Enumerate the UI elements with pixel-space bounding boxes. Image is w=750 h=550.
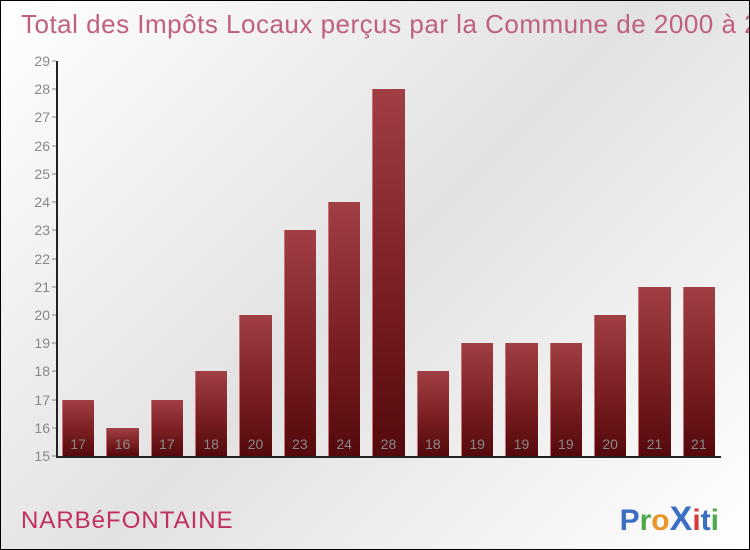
y-axis-tick-label: 25 — [24, 166, 50, 182]
x-axis-line — [56, 456, 721, 458]
commune-label: NARBéFONTAINE — [21, 507, 234, 535]
logo-letter-i-4: i — [692, 504, 700, 537]
bar-2004[interactable] — [239, 315, 271, 456]
logo-letter-t-5: t — [701, 504, 711, 537]
y-axis-tick-label: 26 — [24, 138, 50, 154]
y-axis-tick-label: 24 — [24, 194, 50, 210]
y-axis-tick-label: 16 — [24, 420, 50, 436]
bar-2014[interactable] — [683, 287, 715, 456]
proxiti-logo: ProXiti — [620, 500, 719, 539]
y-axis-tick-label: 27 — [24, 109, 50, 125]
logo-letter-P-0: P — [620, 504, 640, 537]
bar-2005[interactable] — [284, 230, 316, 456]
y-axis-tick-label: 17 — [24, 392, 50, 408]
y-axis-tick-label: 22 — [24, 251, 50, 267]
y-axis-tick-label: 19 — [24, 335, 50, 351]
bar-2006[interactable] — [328, 202, 360, 456]
logo-letter-r-1: r — [640, 504, 652, 537]
y-axis-tick-label: 23 — [24, 222, 50, 238]
logo-letter-o-2: o — [651, 504, 669, 537]
chart-window: Total des Impôts Locaux perçus par la Co… — [0, 0, 750, 550]
bar-series[interactable]: 1720001620011720021820032020042320052420… — [56, 61, 721, 456]
y-axis-tick-label: 18 — [24, 363, 50, 379]
y-axis-tick-label: 28 — [24, 81, 50, 97]
bar-2012[interactable] — [594, 315, 626, 456]
chart-title: Total des Impôts Locaux perçus par la Co… — [21, 9, 750, 40]
logo-letter-i-6: i — [711, 504, 719, 537]
logo-letter-X-3: X — [670, 500, 693, 538]
y-axis-tick-label: 15 — [24, 448, 50, 464]
y-axis-tick-label: 29 — [24, 53, 50, 69]
y-axis-tick-label: 20 — [24, 307, 50, 323]
bar-2007[interactable] — [372, 89, 404, 456]
bar-2013[interactable] — [638, 287, 670, 456]
y-axis-tick-label: 21 — [24, 279, 50, 295]
